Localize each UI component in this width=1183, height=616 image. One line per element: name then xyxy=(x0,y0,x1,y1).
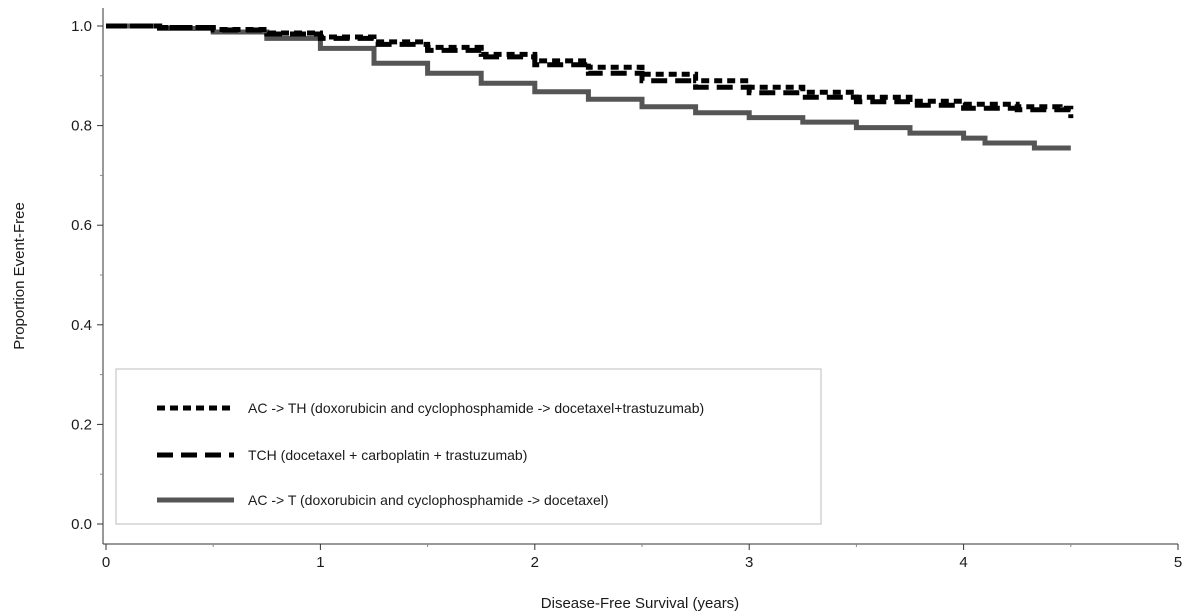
x-tick-label: 3 xyxy=(745,554,753,571)
series-line xyxy=(106,23,1074,119)
legend-items: AC -> TH (doxorubicin and cyclophosphami… xyxy=(157,400,704,508)
y-axis-title: Proportion Event-Free xyxy=(11,202,28,350)
y-tick-label: 1.0 xyxy=(71,18,92,35)
plot-area: 0 1 2 3 4 5 0.0 0.2 0.4 0.6 0.8 1.0 xyxy=(71,8,1182,571)
x-tick-label: 0 xyxy=(102,554,110,571)
legend: AC -> TH (doxorubicin and cyclophosphami… xyxy=(115,368,822,525)
legend-label: TCH (docetaxel + carboplatin + trastuzum… xyxy=(248,447,527,463)
y-tick-label: 0.4 xyxy=(71,317,92,334)
x-ticks: 0 1 2 3 4 5 xyxy=(102,544,1182,571)
y-ticks: 0.0 0.2 0.4 0.6 0.8 1.0 xyxy=(71,18,103,533)
legend-label: AC -> TH (doxorubicin and cyclophosphami… xyxy=(248,400,704,416)
y-tick-label: 0.6 xyxy=(71,217,92,234)
x-axis-title: Disease-Free Survival (years) xyxy=(541,595,739,612)
x-tick-label: 1 xyxy=(316,554,324,571)
y-tick-label: 0.8 xyxy=(71,118,92,135)
x-tick-label: 4 xyxy=(959,554,967,571)
series-line xyxy=(106,23,1074,113)
y-tick-label: 0.2 xyxy=(71,416,92,433)
x-tick-label: 2 xyxy=(531,554,539,571)
series-line xyxy=(106,23,1071,151)
legend-label: AC -> T (doxorubicin and cyclophosphamid… xyxy=(248,492,609,508)
y-tick-label: 0.0 xyxy=(71,516,92,533)
x-tick-label: 5 xyxy=(1174,554,1182,571)
series-group xyxy=(106,23,1074,151)
